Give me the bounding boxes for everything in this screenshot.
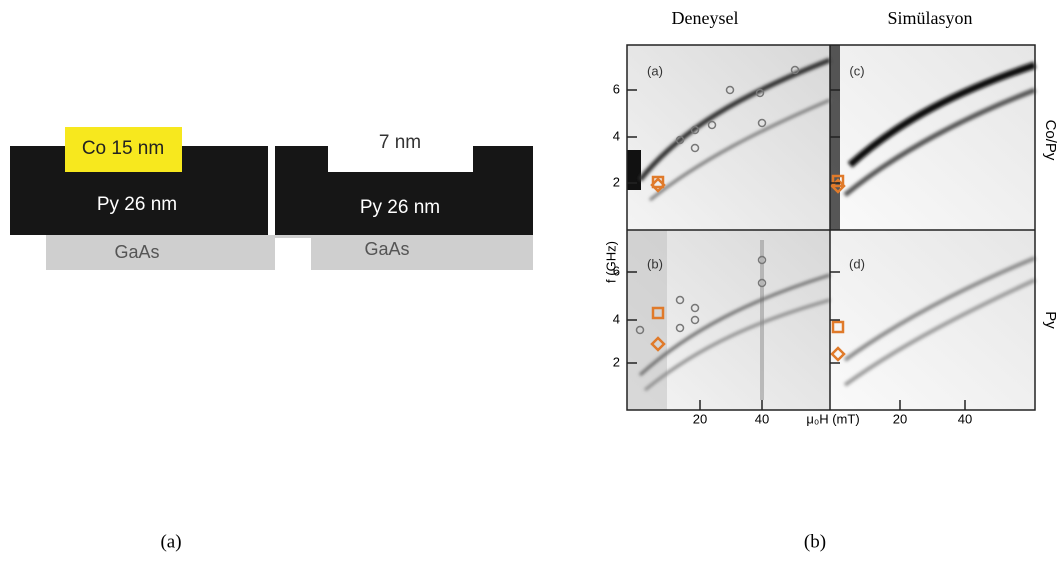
y-axis-label: f (GHz) [603, 241, 618, 283]
y-tick-label: 4 [613, 128, 620, 143]
column-title: Deneysel [672, 8, 739, 28]
y-tick-label: 6 [613, 81, 620, 96]
shade [627, 150, 641, 190]
caption: (a) [160, 531, 181, 552]
layer-diagram: Co 15 nm Py 26 nm GaAs 7 nm Py 26 nm GaA… [10, 127, 533, 270]
layer-label: GaAs [364, 239, 409, 259]
layer-label: Py 26 nm [97, 194, 177, 215]
measured-points [635, 65, 800, 335]
layer-label: Py 26 nm [360, 197, 440, 218]
y-tick-label: 2 [613, 354, 620, 369]
modes [638, 57, 1037, 392]
x-tick-label: 20 [893, 411, 907, 426]
panel-label: (c) [849, 63, 864, 78]
notch [328, 140, 473, 172]
co-layer [65, 127, 182, 172]
x-axis-label: μ₀H (mT) [806, 411, 859, 426]
y-tick-label: 6 [613, 263, 620, 278]
panel-label: (d) [849, 256, 865, 271]
panel [830, 230, 1035, 410]
gap [275, 238, 311, 270]
y-tick-label: 4 [613, 311, 620, 326]
column-title: Simülasyon [887, 8, 972, 28]
x-tick-label: 40 [958, 411, 972, 426]
caption: (b) [804, 531, 826, 552]
row-label: Co/Py [1042, 120, 1059, 161]
x-tick-label: 40 [755, 411, 769, 426]
shade [760, 240, 764, 400]
layer-label: Co 15 nm [82, 138, 164, 159]
x-tick-label: 20 [693, 411, 707, 426]
highlight-markers [650, 174, 846, 362]
layer-label: GaAs [114, 242, 159, 262]
panel-label: (b) [647, 256, 663, 271]
y-tick-label: 2 [613, 174, 620, 189]
layer-label: 7 nm [379, 132, 421, 153]
row-label: Py [1042, 311, 1059, 329]
panel-label: (a) [647, 63, 663, 78]
spectra [626, 44, 1037, 411]
tick-marks [627, 89, 966, 410]
